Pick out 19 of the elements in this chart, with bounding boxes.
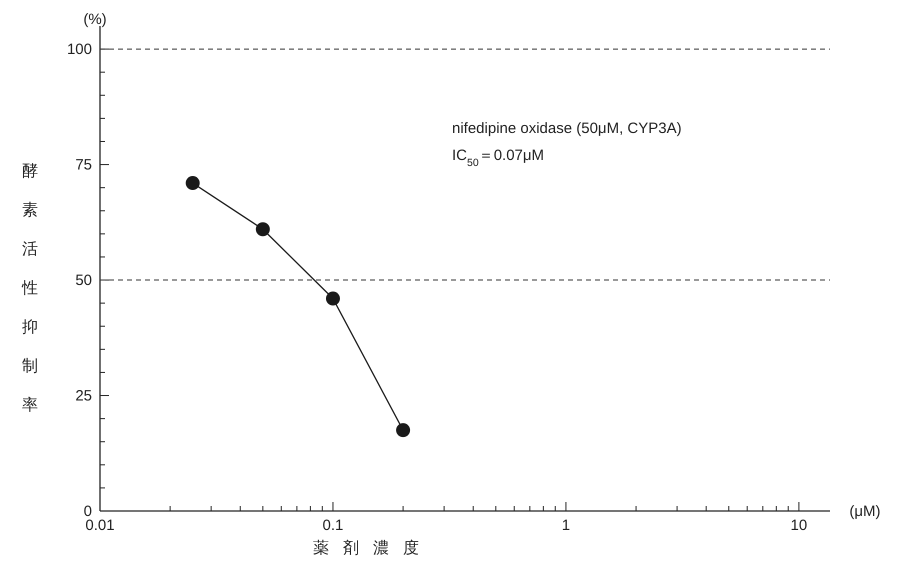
- point: [186, 176, 200, 190]
- x-axis-title: 薬剤濃度: [313, 539, 433, 557]
- text: (μM): [849, 503, 881, 520]
- x-tick-label: 10: [790, 517, 808, 534]
- y-tick-label: 75: [75, 156, 92, 174]
- x-tick-label: 1: [562, 517, 570, 534]
- annotation: nifedipine oxidase (50μM, CYP3A): [452, 120, 682, 137]
- x-tick-label: 0.1: [322, 517, 344, 534]
- y-tick-label: 50: [75, 272, 92, 290]
- text: 酵素活性抑制率: [22, 163, 38, 414]
- point: [326, 292, 340, 306]
- point: [396, 423, 410, 438]
- x-tick-label: 0.01: [85, 517, 115, 534]
- y-tick-label: 100: [66, 41, 92, 58]
- y-tick-label: 25: [75, 388, 92, 405]
- annotation: (%): [83, 11, 107, 28]
- annotation: IC$_{50}$＝0.07μM: [452, 147, 544, 169]
- point: [256, 222, 270, 236]
- y-tick-label: 0: [84, 503, 92, 520]
